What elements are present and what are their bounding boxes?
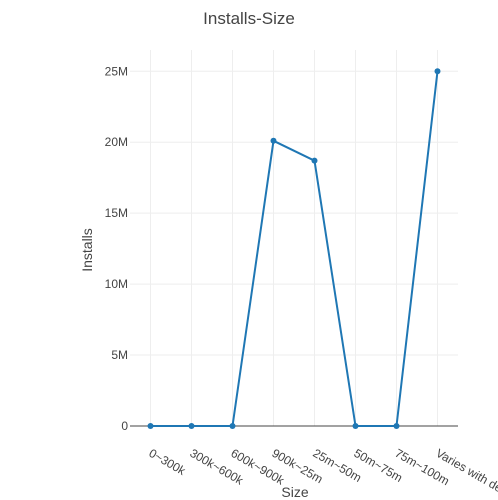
y-axis-label: Installs <box>79 228 95 272</box>
y-axis-ticks: 0 5M 10M 15M 20M 25M <box>105 64 129 433</box>
y-tick-label: 0 <box>121 419 128 433</box>
data-point <box>393 423 400 429</box>
data-point <box>188 423 195 429</box>
y-tick-label: 5M <box>111 348 128 362</box>
data-point <box>311 157 318 164</box>
data-point <box>434 68 441 75</box>
data-point <box>352 423 359 429</box>
gridlines <box>130 50 458 426</box>
x-axis-ticks: 0~300k 300k~600k600k~900k900k~25m25m~50m5… <box>146 446 498 500</box>
data-point <box>270 137 277 144</box>
x-axis-label: Size <box>281 484 308 500</box>
series-markers <box>147 68 441 429</box>
series-line <box>150 71 439 427</box>
data-point <box>229 423 236 429</box>
chart-title: Installs-Size <box>203 9 295 28</box>
y-tick-label: 25M <box>105 64 128 78</box>
y-tick-label: 10M <box>105 277 128 291</box>
y-tick-label: 15M <box>105 206 128 220</box>
data-point <box>147 423 154 429</box>
y-tick-label: 20M <box>105 135 128 149</box>
x-tick-label: 0~300k <box>146 446 188 478</box>
